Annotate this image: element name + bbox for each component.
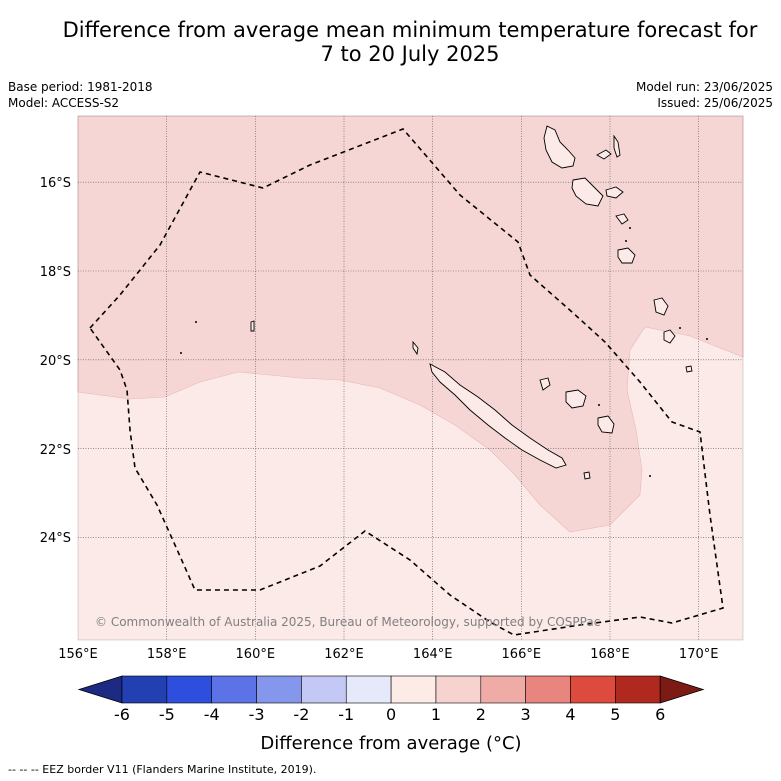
title-line-1: Difference from average mean minimum tem… — [62, 18, 758, 42]
lon-tick-164e: 164°E — [413, 647, 453, 662]
lon-tick-170e: 170°E — [679, 647, 719, 662]
colorbar-label: Difference from average (°C) — [260, 733, 521, 754]
colorbar-segment — [525, 675, 571, 704]
chart-title: Difference from average mean minimum tem… — [40, 18, 780, 66]
island-malakula — [571, 177, 604, 207]
colorbar-segment — [121, 675, 168, 704]
map-panel — [77, 115, 744, 641]
colorbar-tick-label: 1 — [431, 705, 441, 724]
colorbar-tick-label: -1 — [338, 705, 354, 724]
island-ambrym — [605, 186, 624, 199]
region-1-to-2 — [77, 115, 744, 533]
island-ouvea — [539, 377, 551, 391]
lat-tick-16s: 16°S — [40, 176, 71, 191]
island-efate — [615, 213, 629, 225]
colorbar-tick-label: 6 — [655, 705, 665, 724]
island-belep — [412, 340, 419, 356]
island-pentecost — [613, 134, 621, 158]
meta-right: Model run: 23/06/2025 Issued: 25/06/2025 — [636, 79, 773, 111]
gridlines — [78, 116, 743, 640]
colorbar-tick-label: -3 — [249, 705, 265, 724]
colorbar-tick-label: 3 — [521, 705, 531, 724]
base-period: Base period: 1981-2018 — [8, 80, 153, 94]
model-name: Model: ACCESS-S2 — [8, 96, 120, 110]
colorbar-segment — [211, 675, 257, 704]
colorbar-segments — [77, 675, 705, 704]
colorbar-segment — [256, 675, 302, 704]
islands — [250, 125, 693, 480]
lon-tick-156e: 156°E — [58, 647, 98, 662]
colorbar-segment — [166, 675, 213, 704]
colorbar-segment — [345, 675, 392, 704]
colorbar-segment — [435, 675, 482, 704]
island-espiritu-santo — [543, 125, 576, 169]
colorbar-tick-label: 0 — [386, 705, 396, 724]
lon-tick-168e: 168°E — [590, 647, 630, 662]
island-chesterfield — [250, 320, 255, 332]
lat-tick-20s: 20°S — [40, 354, 71, 369]
lat-tick-labels: 16°S 18°S 20°S 22°S 24°S — [40, 176, 71, 546]
eez-border — [88, 128, 724, 636]
issued-date: Issued: 25/06/2025 — [657, 96, 773, 110]
meta-left: Base period: 1981-2018 Model: ACCESS-S2 — [8, 79, 153, 111]
island-mare — [597, 415, 615, 434]
island-new-caledonia — [429, 363, 567, 469]
colorbar-extend-low — [77, 675, 123, 704]
island-lifou — [565, 389, 587, 409]
lon-tick-labels: 156°E 158°E 160°E 162°E 164°E 166°E 168°… — [58, 647, 718, 662]
colorbar-segment — [390, 675, 437, 704]
colorbar-tick-label: -5 — [159, 705, 175, 724]
island-erromango — [617, 247, 636, 264]
island-ambae — [596, 149, 612, 160]
colorbar-extend-high — [659, 675, 705, 704]
island-tanna — [653, 297, 669, 316]
colorbar-tick-label: 2 — [476, 705, 486, 724]
colorbar-segment — [480, 675, 526, 704]
title-line-2: 7 to 20 July 2025 — [320, 42, 500, 66]
lat-tick-22s: 22°S — [40, 443, 71, 458]
lat-tick-18s: 18°S — [40, 265, 71, 280]
islets — [180, 227, 708, 477]
copyright-credit: © Commonwealth of Australia 2025, Bureau… — [95, 615, 600, 629]
colorbar-tick-label: 5 — [610, 705, 620, 724]
island-aneityum — [663, 329, 676, 344]
colorbar-segment — [301, 675, 347, 704]
colorbar-tick-label: -2 — [293, 705, 309, 724]
colorbar-segment — [570, 675, 616, 704]
lat-tick-24s: 24°S — [40, 531, 71, 546]
island-matthew — [685, 365, 693, 373]
lon-tick-166e: 166°E — [502, 647, 542, 662]
colorbar-tick-label: -4 — [204, 705, 220, 724]
colorbar: -6 -5 -4 -3 -2 -1 0 1 2 3 4 5 6 Difference from aver… — [77, 675, 705, 754]
map-frame — [77, 115, 744, 641]
colorbar-tick-label: 4 — [565, 705, 575, 724]
eez-legend-note: -- -- -- EEZ border V11 (Flanders Marine… — [8, 763, 317, 776]
colorbar-tick-label: -6 — [114, 705, 130, 724]
lon-tick-162e: 162°E — [324, 647, 364, 662]
model-run: Model run: 23/06/2025 — [635, 80, 773, 94]
colorbar-segment — [615, 675, 661, 704]
lon-tick-158e: 158°E — [147, 647, 187, 662]
island-walpole — [583, 471, 591, 480]
lon-tick-160e: 160°E — [236, 647, 276, 662]
colorbar-ticks: -6 -5 -4 -3 -2 -1 0 1 2 3 4 5 6 — [114, 705, 665, 724]
